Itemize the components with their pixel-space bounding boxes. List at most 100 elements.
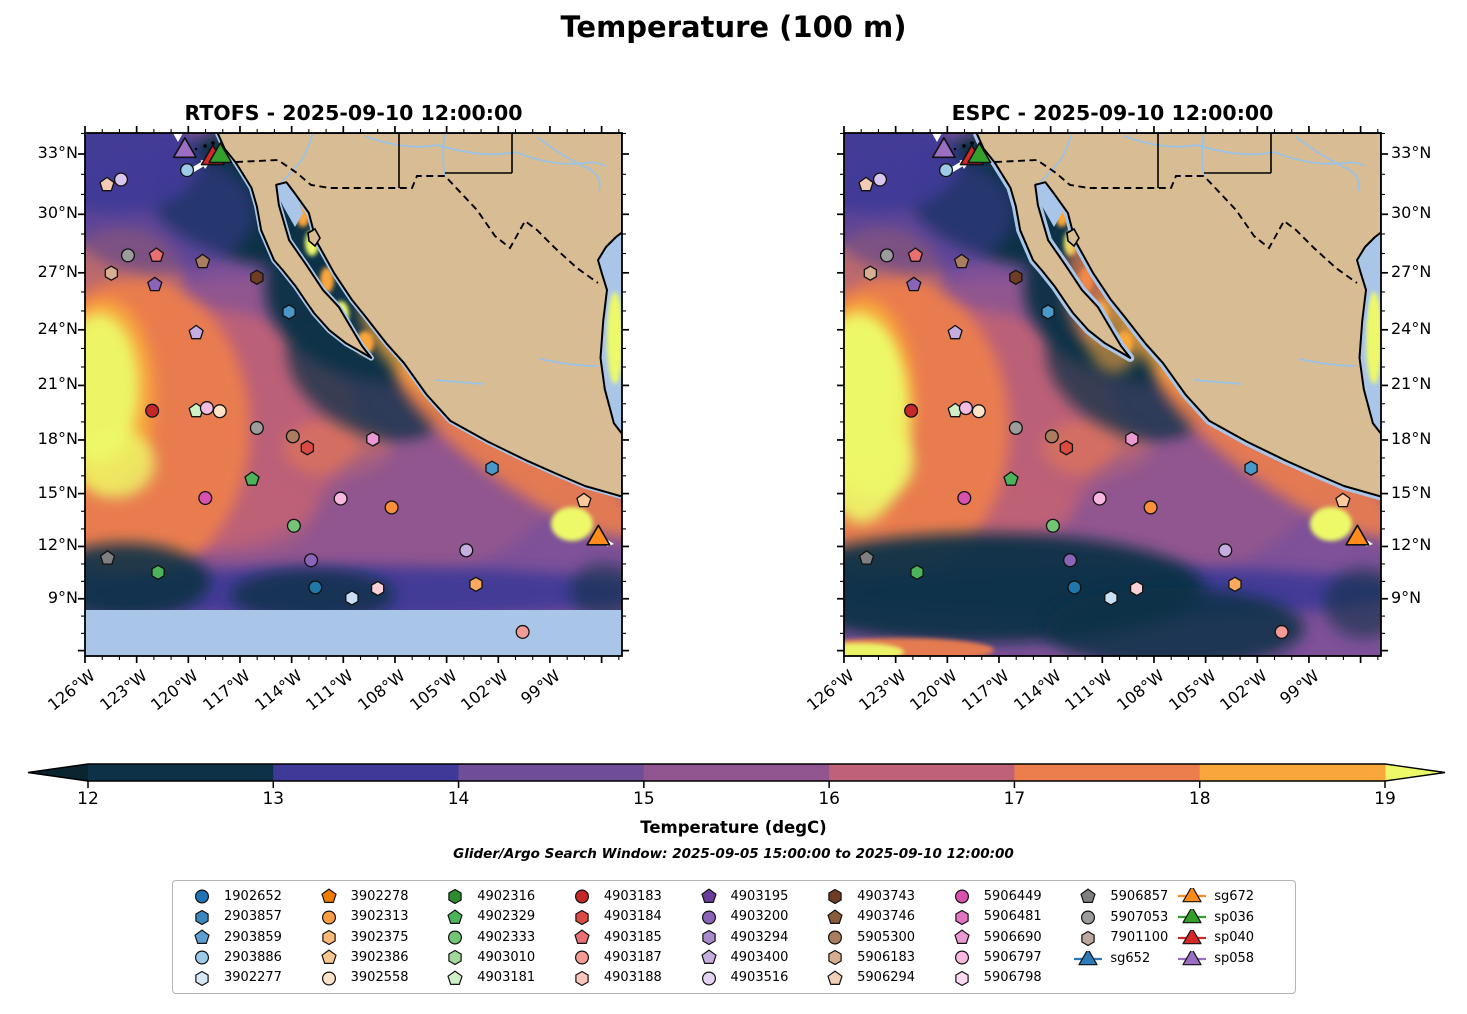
legend-label: 4903743: [857, 888, 916, 904]
legend-item-3902277: 3902277: [187, 968, 314, 988]
map-marker-circle: [958, 401, 973, 416]
legend-item-4903746: 4903746: [820, 906, 947, 926]
glider-track-arrow: [173, 133, 183, 142]
legend-item-2903886: 2903886: [187, 947, 314, 967]
map-marker-circle: [574, 950, 589, 965]
map-marker-hexagon: [448, 889, 462, 905]
map-marker-circle: [1218, 543, 1233, 558]
legend-item-5906798: 5906798: [947, 968, 1074, 988]
lat-tick-label-left: 30°N: [37, 203, 78, 223]
river: [442, 133, 446, 177]
legend-item-5906690: 5906690: [947, 927, 1074, 947]
legend-label: 4903187: [603, 949, 662, 965]
map-marker-hexagon: [955, 970, 969, 986]
legend-label: 5906798: [983, 970, 1042, 986]
no-data-band: [85, 610, 622, 656]
axis-ticks: [78, 126, 629, 663]
legend-label: 5905300: [857, 929, 916, 945]
map-marker-pentagon: [858, 550, 875, 565]
map-marker-hexagon: [1228, 576, 1242, 592]
legend-marker-triangle-icon: [1178, 888, 1207, 903]
map-marker-circle: [904, 403, 919, 418]
map-marker-circle: [1008, 420, 1023, 436]
legend-marker-pentagon-icon: [194, 929, 210, 945]
legend-item-4903400: 4903400: [694, 947, 821, 967]
legend-label: 4903294: [730, 929, 789, 945]
tiburon-island: [307, 227, 321, 248]
map-marker-hexagon: [828, 950, 842, 966]
legend-label: 4903010: [477, 949, 536, 965]
legend-marker-circle-icon: [954, 950, 969, 965]
map-marker-circle: [384, 500, 399, 515]
legend-marker-hexagon-icon: [195, 909, 209, 925]
map-marker-circle: [179, 163, 195, 178]
colorbar-tick-label: 18: [1188, 789, 1211, 809]
lon-tick-label: 99°W: [1276, 666, 1323, 709]
legend-marker-pentagon-icon: [447, 909, 463, 924]
map-marker-circle: [1274, 624, 1289, 639]
map-marker-hexagon: [151, 564, 165, 580]
lon-tick-label: 123°W: [95, 666, 151, 715]
map-marker-circle: [1092, 491, 1107, 506]
colorbar-svg: [27, 763, 1446, 788]
legend-column: sg672 sp036 sp040 sp058: [1177, 886, 1281, 988]
legend-label: 3902278: [350, 888, 409, 904]
map-marker-hexagon: [575, 970, 589, 986]
lat-tick-label-left: 9°N: [47, 587, 78, 607]
legend-item-5906449: 5906449: [947, 886, 1074, 906]
map-panel-rtofs: [75, 123, 632, 666]
legend-item-1902652: 1902652: [187, 886, 314, 906]
map-marker-hexagon: [195, 909, 209, 925]
ocean-field: [85, 133, 622, 656]
tiburon-island: [1066, 227, 1080, 248]
map-marker-circle: [459, 543, 474, 558]
legend-marker-circle-icon: [1081, 910, 1096, 925]
map-marker-triangle: [1182, 950, 1202, 966]
map-marker-circle: [1063, 553, 1078, 568]
legend-marker-hexagon-icon: [575, 970, 589, 986]
lat-tick-label-left: 27°N: [37, 261, 78, 281]
legend-item-5905300: 5905300: [820, 927, 947, 947]
legend-marker-hexagon-icon: [828, 889, 842, 905]
legend-label: 3902375: [350, 929, 409, 945]
map-marker-pentagon: [1335, 492, 1351, 508]
legend-label: 5906294: [857, 970, 916, 986]
map-marker-pentagon: [576, 492, 592, 508]
legend-marker-hexagon-icon: [448, 950, 462, 966]
map-marker-circle: [1067, 580, 1082, 595]
legend-marker-hexagon-icon: [828, 950, 842, 966]
map-marker-hexagon: [863, 265, 878, 281]
map-marker-pentagon: [194, 253, 211, 269]
us-mexico-border: [235, 159, 599, 284]
lon-tick-label: 114°W: [1009, 666, 1065, 715]
legend-marker-triangle-icon: [1178, 929, 1207, 945]
map-marker-hexagon: [1129, 580, 1144, 597]
legend-label: 4903188: [603, 970, 662, 986]
legend-column: 5906449 5906481 5906690 5906797 5906798: [947, 886, 1074, 988]
legend-item-5906797: 5906797: [947, 947, 1074, 967]
legend-label: 5906690: [983, 929, 1042, 945]
map-marker-circle: [304, 553, 319, 568]
legend-item-4903187: 4903187: [567, 947, 694, 967]
lon-tick-label: 117°W: [958, 666, 1013, 715]
legend-item-3902375: 3902375: [314, 927, 441, 947]
lon-tick-label: 105°W: [1164, 666, 1220, 715]
legend-marker-circle-icon: [321, 910, 336, 925]
legend-item-4903188: 4903188: [567, 968, 694, 988]
map-marker-pentagon: [99, 176, 115, 192]
map-marker-pentagon: [907, 247, 924, 262]
legend-label: 3902558: [350, 970, 409, 986]
river: [1298, 358, 1357, 367]
map-marker-triangle: [1182, 929, 1202, 945]
legend-item-3902386: 3902386: [314, 947, 441, 967]
map-marker-hexagon: [1081, 930, 1096, 946]
legend-label: 4902329: [477, 909, 536, 925]
legend-marker-pentagon-icon: [954, 929, 970, 945]
map-marker-pentagon: [827, 909, 843, 924]
map-marker-pentagon: [99, 550, 116, 565]
legend: 1902652 2903857 2903859 2903886 3902277 39022…: [172, 880, 1296, 994]
lon-tick-label: 111°W: [1061, 666, 1116, 715]
map-marker-pentagon: [700, 888, 717, 904]
legend-label: sg672: [1214, 888, 1255, 904]
map-marker-circle: [249, 420, 264, 436]
